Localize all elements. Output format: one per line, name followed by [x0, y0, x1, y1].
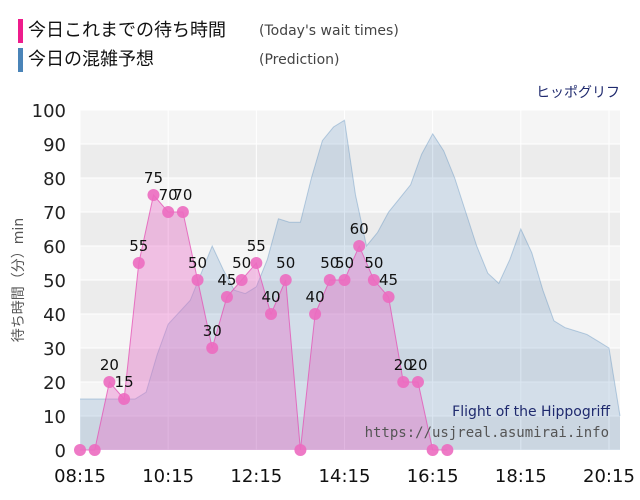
actual-point [367, 274, 380, 286]
y-tick-label: 70 [43, 203, 66, 224]
annotation-ride-name: Flight of the Hippogriff [452, 404, 610, 420]
y-tick-label: 20 [43, 373, 66, 394]
actual-value-label: 20 [408, 356, 427, 374]
actual-point [323, 274, 336, 286]
y-tick-label: 40 [43, 305, 66, 326]
actual-value-label: 50 [320, 254, 339, 272]
actual-value-label: 70 [173, 186, 192, 204]
actual-point [411, 376, 424, 388]
actual-value-label: 70 [159, 186, 178, 204]
grid [79, 109, 620, 451]
actual-point [206, 342, 219, 354]
actual-point [265, 308, 278, 320]
grid-band [80, 280, 620, 314]
actual-value-label: 50 [188, 254, 207, 272]
actual-point [250, 257, 263, 269]
legend-swatch-actual [18, 19, 23, 43]
actual-area [80, 195, 448, 450]
actual-value-label: 55 [247, 237, 266, 255]
axes: 0 10 20 30 40 50 60 70 80 90 100 08:15 10:15 12:15 14:… [32, 101, 635, 487]
y-tick-label: 10 [43, 407, 66, 428]
actual-point [176, 206, 189, 218]
y-tick-label: 100 [32, 101, 66, 122]
legend-swatch-prediction [18, 48, 23, 72]
actual-point [162, 206, 175, 218]
grid-band [80, 416, 620, 450]
plot-background [80, 110, 620, 450]
actual-point [191, 274, 204, 286]
x-tick-label: 12:15 [230, 466, 282, 487]
actual-value-label: 20 [394, 356, 413, 374]
legend-sub-actual: (Today's wait times) [259, 23, 399, 39]
x-tick-label: 20:15 [583, 466, 635, 487]
chart-title: ヒッポグリフ [536, 85, 620, 101]
y-tick-label: 50 [43, 271, 66, 292]
actual-point [74, 444, 86, 456]
actual-value-label: 50 [335, 254, 354, 272]
x-tick-label: 16:15 [407, 466, 459, 487]
actual-value-label: 40 [306, 288, 325, 306]
actual-point [132, 257, 145, 269]
legend-label-actual: 今日これまでの待ち時間 [28, 20, 226, 41]
actual-point [441, 444, 454, 456]
data-labels: 2015557570705030455055405040505060504520… [100, 169, 428, 391]
legend-label-prediction: 今日の混雑予想 [28, 49, 154, 70]
actual-point [220, 291, 233, 303]
actual-value-label: 45 [217, 271, 236, 289]
grid-band [80, 314, 620, 348]
x-tick-label: 14:15 [319, 466, 371, 487]
y-tick-label: 90 [43, 135, 66, 156]
actual-point [397, 376, 410, 388]
y-tick-label: 0 [55, 441, 66, 462]
actual-value-label: 40 [261, 288, 280, 306]
x-tick-label: 08:15 [54, 466, 106, 487]
x-tick-label: 10:15 [142, 466, 194, 487]
actual-value-label: 60 [350, 220, 369, 238]
grid-band [80, 144, 620, 178]
y-tick-label: 80 [43, 169, 66, 190]
actual-value-label: 50 [364, 254, 383, 272]
ylabel: 待ち時間（分）min [11, 218, 27, 342]
grid-band [80, 246, 620, 280]
actual-value-label: 75 [144, 169, 163, 187]
actual-point [235, 274, 248, 286]
actual-value-label: 15 [115, 373, 134, 391]
actual-point [294, 444, 307, 456]
actual-point [279, 274, 292, 286]
actual-value-label: 50 [276, 254, 295, 272]
y-tick-label: 60 [43, 237, 66, 258]
actual-point [338, 274, 351, 286]
actual-point [88, 444, 101, 456]
actual-value-label: 55 [129, 237, 148, 255]
legend-sub-prediction: (Prediction) [259, 52, 340, 68]
actual-point [353, 240, 366, 252]
grid-band [80, 110, 620, 144]
actual-value-label: 45 [379, 271, 398, 289]
annotation-source-url: https://usjreal.asumirai.info [365, 425, 609, 441]
actual-point [309, 308, 322, 320]
markers [74, 189, 454, 456]
grid-band [80, 348, 620, 382]
x-tick-label: 18:15 [495, 466, 547, 487]
actual-point [147, 189, 160, 201]
actual-point [103, 376, 116, 388]
actual-point [382, 291, 395, 303]
y-tick-label: 30 [43, 339, 66, 360]
actual-value-label: 30 [203, 322, 222, 340]
prediction-area [80, 120, 620, 450]
actual-value-label: 20 [100, 356, 119, 374]
actual-point [118, 393, 131, 405]
actual-point [426, 444, 439, 456]
grid-band [80, 382, 620, 416]
actual-value-label: 50 [232, 254, 251, 272]
